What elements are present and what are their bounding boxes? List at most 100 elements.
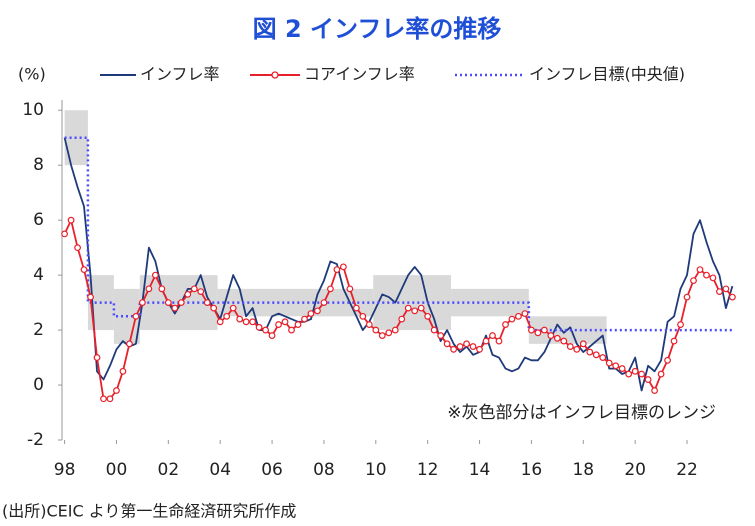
legend-label: コアインフレ率 (304, 65, 415, 84)
series-marker (703, 271, 710, 279)
series-marker (534, 329, 542, 337)
x-tick-label: 12 (417, 460, 439, 480)
legend-marker (271, 71, 279, 79)
series-marker (566, 343, 574, 350)
series-marker (210, 304, 218, 312)
series-marker (683, 293, 691, 301)
y-tick-label: 10 (22, 100, 44, 120)
series-marker (476, 345, 483, 353)
series-marker (716, 288, 723, 296)
x-tick-label: 02 (158, 460, 180, 480)
x-tick-label: 00 (106, 460, 128, 480)
source-note: (出所)CEIC より第一生命経済研究所作成 (2, 502, 296, 521)
series-marker (106, 395, 114, 403)
series-marker (236, 315, 244, 323)
series-marker (657, 370, 665, 378)
series-marker (145, 285, 153, 293)
y-tick-label: -2 (27, 430, 44, 450)
x-tick-label: 22 (676, 460, 698, 480)
series-marker (411, 307, 419, 315)
series-marker (158, 285, 166, 293)
series-marker (696, 266, 704, 274)
series-marker (469, 343, 477, 350)
series-marker (586, 348, 594, 356)
series-marker (424, 312, 432, 320)
series-marker (327, 285, 334, 293)
series-marker (579, 340, 587, 348)
series-marker (132, 312, 140, 320)
target-range-band (373, 275, 452, 331)
series-marker (151, 271, 159, 279)
legend-label: インフレ率 (140, 65, 220, 84)
legend-label: インフレ目標(中央値) (529, 65, 685, 84)
series-marker (502, 321, 509, 328)
series-marker (443, 340, 451, 348)
series-marker (314, 307, 321, 315)
series-marker (560, 337, 568, 345)
series-marker (80, 266, 88, 274)
series-marker (333, 266, 341, 274)
series-marker (605, 359, 613, 367)
series-marker (677, 321, 684, 328)
series-marker (430, 326, 438, 334)
series-marker (651, 387, 659, 394)
y-tick-label: 0 (33, 375, 44, 395)
series-marker (242, 318, 250, 326)
series-marker (184, 290, 192, 298)
x-tick-label: 98 (54, 460, 76, 480)
series-marker (223, 312, 231, 320)
series-marker (547, 332, 555, 339)
series-marker (177, 299, 185, 307)
series-marker (301, 315, 308, 323)
series-marker (113, 387, 120, 394)
series-marker (203, 299, 211, 307)
series-marker (553, 334, 561, 342)
chart-title: 図 2 インフレ率の推移 (253, 15, 502, 43)
y-tick-label: 4 (33, 265, 44, 285)
series-marker (320, 299, 328, 307)
series-marker (722, 285, 730, 293)
series-marker (119, 367, 127, 375)
series-marker (573, 345, 581, 353)
series-marker (281, 318, 289, 326)
series-marker (372, 326, 380, 334)
series-marker (307, 310, 315, 317)
series-marker (664, 356, 671, 364)
x-tick-label: 20 (624, 460, 646, 480)
series-marker (365, 321, 373, 328)
series-marker (495, 337, 503, 345)
series-line (63, 137, 734, 392)
x-tick-label: 14 (469, 460, 491, 480)
series-marker (599, 354, 607, 361)
series-marker (197, 288, 205, 296)
series-marker (346, 285, 354, 293)
x-tick-label: 16 (521, 460, 543, 480)
series-marker (489, 332, 496, 339)
series-marker (644, 376, 652, 383)
series-marker (618, 365, 626, 372)
series-marker (456, 343, 464, 350)
series-marker (515, 312, 522, 320)
series-marker (729, 293, 736, 301)
x-tick-label: 06 (261, 460, 283, 480)
series-marker (463, 340, 470, 348)
series-marker (138, 299, 146, 307)
series-marker (268, 332, 276, 339)
series-marker (521, 310, 529, 317)
y-unit: (%) (18, 65, 46, 84)
y-tick-label: 8 (33, 155, 44, 175)
y-tick-label: 6 (33, 210, 44, 230)
series-marker (631, 367, 639, 375)
series-marker (61, 230, 68, 238)
series-marker (339, 263, 347, 271)
series-marker (398, 315, 406, 323)
series-marker (404, 304, 412, 312)
series-marker (74, 244, 81, 252)
x-tick-label: 08 (313, 460, 335, 480)
series-marker (93, 354, 101, 361)
series-marker (378, 332, 386, 339)
series-marker (450, 345, 458, 353)
series-marker (100, 395, 107, 403)
series-marker (638, 370, 646, 378)
x-tick-label: 04 (209, 460, 231, 480)
